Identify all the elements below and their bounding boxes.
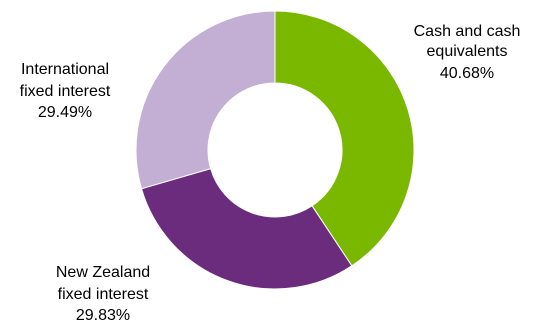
slice-label-cash-percent: 40.68%: [440, 65, 494, 82]
slice-label-nz-line1: New Zealand: [56, 264, 150, 281]
slice-label-intl-line2: fixed interest: [20, 83, 111, 100]
slice-label-cash-line1: Cash and cash: [414, 23, 521, 40]
slice-cash-and-cash-equivalents: [274, 10, 415, 267]
slice-label-nz-line2: fixed interest: [58, 286, 149, 303]
slice-label-nz-percent: 29.83%: [76, 307, 130, 324]
slice-label-international: International fixed interest 29.49%: [20, 61, 111, 121]
slice-label-cash-line2: equivalents: [427, 43, 508, 60]
slices-layer: [135, 10, 415, 290]
slice-international-fixed-interest: [135, 10, 276, 190]
slice-label-nz-fixed: New Zealand fixed interest 29.83%: [56, 264, 150, 324]
slice-new-zealand-fixed-interest: [140, 168, 353, 290]
slice-label-intl-line1: International: [21, 61, 109, 78]
slice-label-cash: Cash and cash equivalents 40.68%: [414, 23, 521, 82]
slice-label-intl-percent: 29.49%: [38, 104, 92, 121]
